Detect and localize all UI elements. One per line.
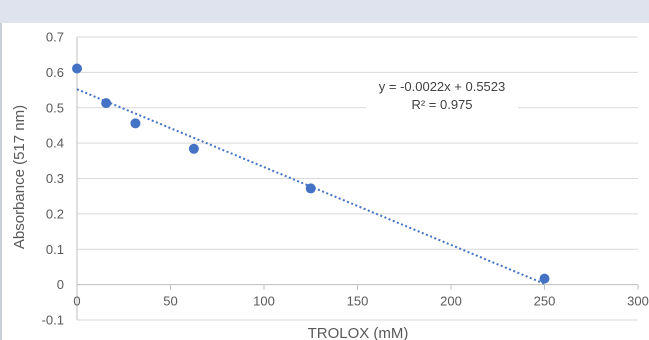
data-point — [188, 143, 199, 154]
y-tick-label: 0 — [57, 277, 64, 292]
x-axis-title: TROLOX (mM) — [308, 325, 409, 340]
x-tick-label: 150 — [347, 294, 369, 309]
x-tick-label: 300 — [627, 294, 649, 309]
data-point — [305, 183, 316, 194]
data-point — [130, 118, 141, 129]
x-tick-label: 250 — [534, 294, 556, 309]
x-tick-label: 50 — [163, 294, 177, 309]
y-tick-label: 0.1 — [46, 242, 64, 257]
axes — [76, 37, 639, 320]
y-tick-label: 0.2 — [46, 206, 64, 221]
left-border — [0, 23, 2, 340]
y-tick-label: 0.4 — [46, 136, 64, 151]
equation-label: y = -0.0022x + 0.5523 — [379, 79, 505, 94]
data-points — [72, 63, 550, 284]
data-point — [72, 63, 82, 74]
y-tick-label: 0.5 — [46, 100, 64, 115]
top-band — [0, 0, 649, 23]
x-tick-label: 200 — [440, 294, 462, 309]
y-tick-label: 0.3 — [46, 171, 64, 186]
tick-labels: -0.1 0 0.1 0.2 0.3 0.4 0.5 0.6 0.7 0 50 100 150 200 25… — [42, 30, 649, 328]
y-tick-label: 0.7 — [46, 30, 64, 45]
data-point — [101, 98, 112, 109]
r-squared-label: R² = 0.975 — [411, 97, 472, 112]
gridlines — [77, 36, 638, 321]
x-tick-label: 0 — [73, 294, 80, 309]
y-tick-label: -0.1 — [42, 313, 64, 328]
y-tick-label: 0.6 — [46, 65, 64, 80]
trendline-equation-box: y = -0.0022x + 0.5523 R² = 0.975 — [366, 74, 518, 116]
y-axis-title: Absorbance (517 nm) — [11, 105, 28, 249]
equation-background — [366, 74, 518, 116]
x-tick-label: 100 — [253, 294, 275, 309]
data-point — [539, 273, 550, 284]
